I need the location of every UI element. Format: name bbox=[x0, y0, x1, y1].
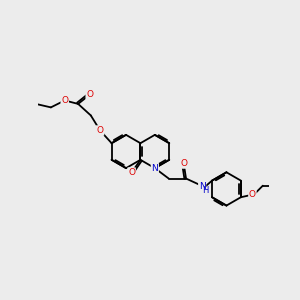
Text: N: N bbox=[152, 164, 158, 172]
Text: O: O bbox=[128, 168, 135, 177]
Text: N: N bbox=[199, 182, 206, 191]
Text: H: H bbox=[202, 186, 208, 195]
Text: O: O bbox=[61, 96, 68, 105]
Text: O: O bbox=[180, 159, 187, 168]
Text: O: O bbox=[86, 90, 93, 99]
Text: O: O bbox=[249, 190, 256, 200]
Text: O: O bbox=[97, 126, 104, 135]
